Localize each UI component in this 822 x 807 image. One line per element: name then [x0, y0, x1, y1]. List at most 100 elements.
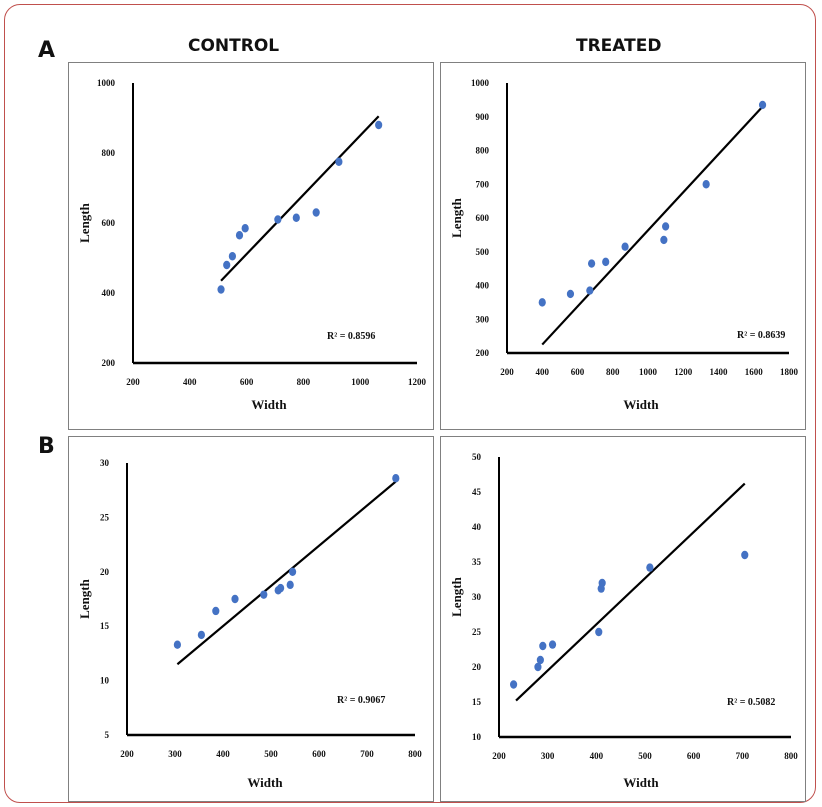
trendline: [515, 482, 746, 702]
y-tick-label: 15: [472, 697, 482, 707]
chart-b-treated: 10 15 20 25 30 35 40 45 50 200 300 400 500 600 700 800 R…: [440, 436, 806, 802]
y-tick-label: 10: [472, 732, 482, 742]
y-tick-label: 25: [472, 627, 482, 637]
x-tick-label: 400: [536, 367, 550, 377]
data-point: [595, 627, 603, 637]
x-tick-label: 600: [571, 367, 585, 377]
x-tick-label: 300: [168, 749, 182, 759]
x-tick-label: 800: [297, 377, 311, 387]
y-tick-label: 10: [100, 676, 110, 686]
x-axis-label: Width: [623, 775, 659, 790]
x-tick-label: 600: [240, 377, 254, 387]
x-tick-label: 200: [120, 749, 134, 759]
data-point: [241, 224, 249, 233]
x-tick-label: 1800: [780, 367, 799, 377]
x-axis-label: Width: [247, 775, 283, 790]
chart-a-control-svg: 200 400 600 800 1000 200 400 600 800 1000 1200 R² =…: [77, 78, 427, 412]
y-tick-label: 1000: [471, 78, 490, 88]
data-point: [548, 640, 557, 649]
data-point: [602, 257, 610, 267]
x-tick-label: 200: [500, 367, 514, 377]
x-axis-label: Width: [623, 397, 659, 412]
y-tick-label: 45: [472, 487, 482, 497]
data-point: [217, 285, 225, 294]
x-tick-label: 200: [492, 751, 506, 761]
y-tick-label: 200: [476, 348, 490, 358]
data-point: [173, 640, 181, 649]
data-point: [228, 252, 236, 261]
data-point: [235, 231, 244, 240]
data-point: [702, 180, 710, 189]
r-squared-label: R² = 0.8596: [327, 331, 375, 342]
data-point: [286, 580, 294, 590]
r-squared-label: R² = 0.8639: [737, 330, 785, 341]
data-point: [539, 641, 547, 651]
column-header-control: CONTROL: [188, 36, 280, 56]
data-point: [534, 662, 542, 672]
data-point: [289, 567, 297, 576]
y-tick-label: 35: [472, 557, 482, 567]
x-tick-label: 1400: [710, 367, 729, 377]
data-point: [536, 655, 544, 665]
x-tick-label: 400: [183, 377, 197, 387]
x-tick-label: 400: [216, 749, 230, 759]
y-tick-label: 600: [476, 213, 490, 223]
y-tick-label: 600: [102, 218, 116, 228]
data-point: [741, 550, 749, 560]
x-tick-label: 500: [638, 751, 652, 761]
x-axis-label: Width: [251, 397, 287, 412]
y-tick-label: 20: [472, 662, 482, 672]
y-tick-label: 900: [476, 112, 490, 122]
data-point: [335, 157, 343, 166]
data-point: [566, 289, 575, 299]
x-tick-label: 1000: [351, 377, 370, 387]
trendline: [220, 115, 380, 282]
y-tick-label: 15: [100, 621, 110, 631]
x-tick-label: 800: [606, 367, 620, 377]
data-point: [621, 242, 629, 251]
panel-label-a: A: [38, 38, 56, 63]
y-tick-label: 400: [476, 281, 490, 291]
x-tick-label: 600: [312, 749, 326, 759]
panel-label-b: B: [38, 434, 55, 459]
r-squared-label: R² = 0.9067: [337, 695, 385, 706]
data-point: [510, 680, 518, 689]
x-tick-label: 800: [784, 751, 798, 761]
data-point: [646, 563, 654, 572]
data-point: [588, 259, 596, 268]
data-point: [375, 120, 383, 130]
y-tick-label: 40: [472, 522, 482, 532]
data-point: [392, 474, 400, 483]
x-tick-label: 600: [687, 751, 701, 761]
chart-a-treated-svg: 200 300 400 500 600 700 800 900 1000 200 400 600 800…: [449, 78, 799, 412]
y-axis-label: Length: [449, 576, 464, 617]
x-tick-label: 1200: [674, 367, 693, 377]
y-tick-label: 800: [476, 146, 490, 156]
chart-a-control: 200 400 600 800 1000 200 400 600 800 1000 1200 R² =…: [68, 62, 434, 430]
x-tick-label: 400: [590, 751, 604, 761]
chart-a-treated: 200 300 400 500 600 700 800 900 1000 200 400 600 800…: [440, 62, 806, 430]
y-tick-label: 300: [476, 314, 490, 324]
data-point: [212, 606, 220, 616]
y-tick-label: 25: [100, 512, 110, 522]
x-tick-label: 1200: [408, 377, 427, 387]
data-point: [662, 222, 670, 231]
chart-b-control: 5 10 15 20 25 30 200 300 400 500 600 700 800 R² = 0.9…: [68, 436, 434, 802]
y-tick-label: 20: [100, 567, 110, 577]
y-axis-label: Length: [77, 202, 92, 243]
chart-b-treated-svg: 10 15 20 25 30 35 40 45 50 200 300 400 500 600 700 800 R…: [449, 452, 798, 790]
data-point: [231, 594, 239, 604]
column-header-treated: TREATED: [576, 36, 662, 56]
x-tick-label: 200: [126, 377, 140, 387]
x-tick-label: 700: [360, 749, 374, 759]
data-point: [758, 100, 767, 110]
x-tick-label: 500: [264, 749, 278, 759]
x-tick-label: 1600: [745, 367, 764, 377]
trendline: [176, 480, 397, 666]
y-axis-label: Length: [77, 578, 92, 619]
data-point: [586, 286, 594, 295]
r-squared-label: R² = 0.5082: [727, 697, 775, 708]
figure-frame: [4, 4, 816, 803]
data-point: [223, 260, 231, 270]
y-tick-label: 1000: [97, 78, 116, 88]
